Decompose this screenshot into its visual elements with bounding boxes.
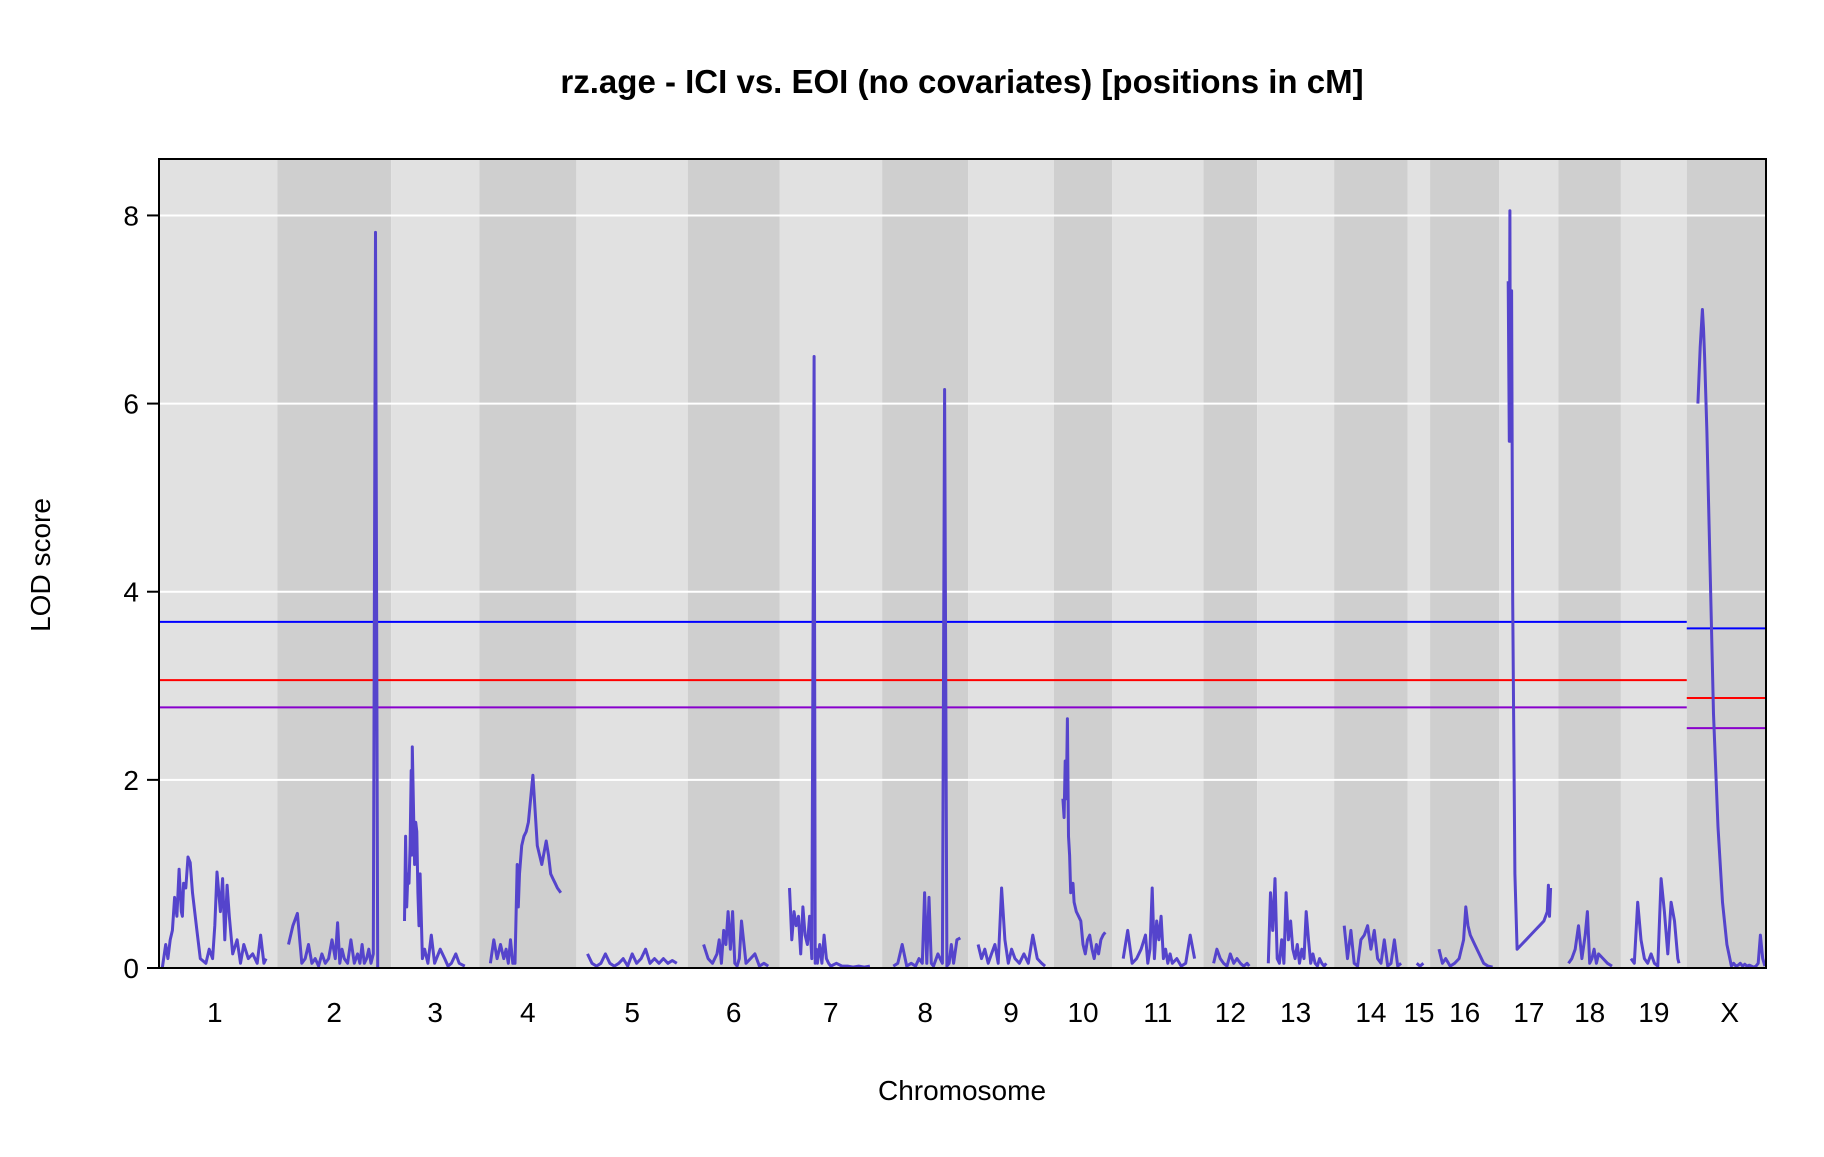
x-tick-label-chr-14: 14: [1355, 997, 1386, 1028]
x-tick-label-chr-12: 12: [1215, 997, 1246, 1028]
x-tick-label-chr-9: 9: [1003, 997, 1019, 1028]
lod-curve-chr-16: [1437, 905, 1493, 969]
chromosome-band-17: [1499, 159, 1559, 968]
x-tick-label-chr-13: 13: [1280, 997, 1311, 1028]
x-tick-label-chr-5: 5: [624, 997, 640, 1028]
chromosome-band-15: [1407, 159, 1431, 968]
lod-curve-chr-4: [488, 773, 563, 965]
lod-curve-chr-9: [976, 886, 1047, 968]
chromosome-band-2: [277, 159, 392, 968]
lod-curve-chr-7: [788, 355, 871, 969]
x-tick-label-chr-18: 18: [1574, 997, 1605, 1028]
lod-curve-chr-2: [287, 230, 380, 969]
lod-curve-chr-18: [1567, 910, 1613, 968]
chromosome-bands: [159, 159, 1766, 968]
chart-title: rz.age - ICI vs. EOI (no covariates) [po…: [560, 63, 1363, 100]
x-tick-label-chr-17: 17: [1513, 997, 1544, 1028]
chromosome-band-16: [1430, 159, 1500, 968]
lod-series: [160, 209, 1767, 969]
x-tick-label-chr-11: 11: [1143, 997, 1172, 1028]
chromosome-band-11: [1112, 159, 1204, 968]
lod-curve-chr-8: [892, 388, 962, 968]
lod-curve-chr-13: [1266, 877, 1328, 968]
x-tick-label-chr-1: 1: [207, 997, 223, 1028]
x-tick-label-chr-19: 19: [1638, 997, 1669, 1028]
x-tick-label-chr-10: 10: [1067, 997, 1098, 1028]
x-tick-label-chr-7: 7: [823, 997, 839, 1028]
chromosome-band-14: [1334, 159, 1408, 968]
lod-curve-chr-6: [702, 910, 770, 968]
y-axis-label: LOD score: [25, 498, 56, 632]
lod-curve-chr-12: [1212, 947, 1251, 968]
lod-curve-chr-5: [586, 947, 678, 968]
chromosome-band-4: [479, 159, 577, 968]
x-tick-label-chr-15: 15: [1403, 997, 1434, 1028]
chromosome-band-5: [576, 159, 688, 968]
chromosome-band-1: [159, 159, 278, 968]
chromosome-band-10: [1054, 159, 1113, 968]
lod-curve-chr-1: [160, 855, 268, 969]
plot-frame: [158, 158, 1767, 969]
y-tick-label-4: 4: [123, 577, 139, 608]
y-tick-label-0: 0: [123, 953, 139, 984]
x-tick-label-chr-6: 6: [726, 997, 742, 1028]
x-tick-label-chr-X: X: [1720, 997, 1739, 1028]
y-axis: 0 2 4 6 8: [123, 200, 159, 984]
threshold-lines: [159, 620, 1766, 730]
lod-curve-chr-17: [1506, 209, 1553, 951]
chromosome-band-8: [882, 159, 969, 968]
y-tick-label-2: 2: [123, 765, 139, 796]
lod-curve-chr-19: [1629, 877, 1681, 968]
chromosome-band-3: [391, 159, 480, 968]
chromosome-band-X: [1686, 159, 1766, 968]
chromosome-band-12: [1203, 159, 1258, 968]
x-tick-label-chr-2: 2: [326, 997, 342, 1028]
chromosome-band-9: [968, 159, 1055, 968]
chromosome-band-7: [779, 159, 883, 968]
chromosome-band-6: [687, 159, 780, 968]
x-axis-label: Chromosome: [878, 1075, 1046, 1106]
y-tick-label-6: 6: [123, 389, 139, 420]
lod-curve-chr-X: [1696, 308, 1767, 969]
chromosome-band-18: [1558, 159, 1621, 968]
lod-curve-chr-10: [1061, 717, 1107, 961]
chromosome-band-13: [1257, 159, 1335, 968]
x-tick-label-chr-4: 4: [520, 997, 536, 1028]
x-tick-label-chr-8: 8: [917, 997, 933, 1028]
x-tick-label-chr-16: 16: [1449, 997, 1480, 1028]
chromosome-band-19: [1620, 159, 1687, 968]
lod-curve-chr-11: [1121, 886, 1197, 968]
x-tick-label-chr-3: 3: [427, 997, 443, 1028]
lod-curve-chr-3: [403, 745, 466, 968]
y-tick-label-8: 8: [123, 200, 139, 231]
lod-curve-chr-15: [1415, 962, 1425, 968]
x-axis: 1 2 3 4 5 6 7 8 9 10 11 12 13 14 15 16 17 18 19 X: [207, 997, 1739, 1028]
lod-curve-chr-14: [1342, 924, 1403, 968]
